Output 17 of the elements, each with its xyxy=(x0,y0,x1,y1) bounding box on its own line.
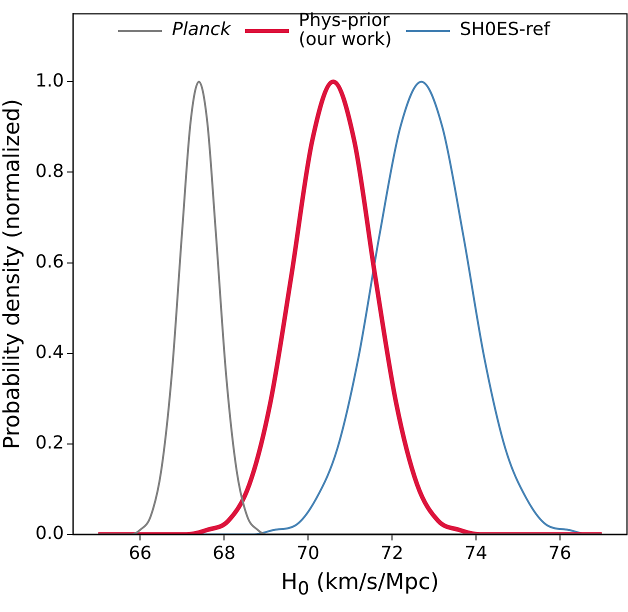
y-tick-label: 0.2 xyxy=(35,432,64,454)
x-axis-title: H$_{0}$ (km/s/Mpc) xyxy=(280,570,440,600)
legend-label: Phys-prior (our work) xyxy=(298,10,392,50)
y-tick-label: 0.0 xyxy=(35,523,64,544)
y-tick-label: 0.6 xyxy=(35,251,64,272)
x-tick-label: 72 xyxy=(380,542,404,564)
legend-label: SH0ES-ref xyxy=(460,19,550,40)
x-tick-label: 74 xyxy=(464,542,488,564)
y-tick-label: 0.8 xyxy=(35,160,64,182)
x-tick-label: 68 xyxy=(212,542,236,564)
x-tick-label: 70 xyxy=(296,542,320,564)
y-tick-label: 0.4 xyxy=(35,342,64,363)
x-tick-label: 66 xyxy=(128,542,152,564)
y-axis-title: Probability density (normalized) xyxy=(0,98,25,450)
x-tick-label: 76 xyxy=(548,542,572,564)
legend-label: Planck xyxy=(172,19,231,40)
y-tick-label: 1.0 xyxy=(35,70,64,92)
